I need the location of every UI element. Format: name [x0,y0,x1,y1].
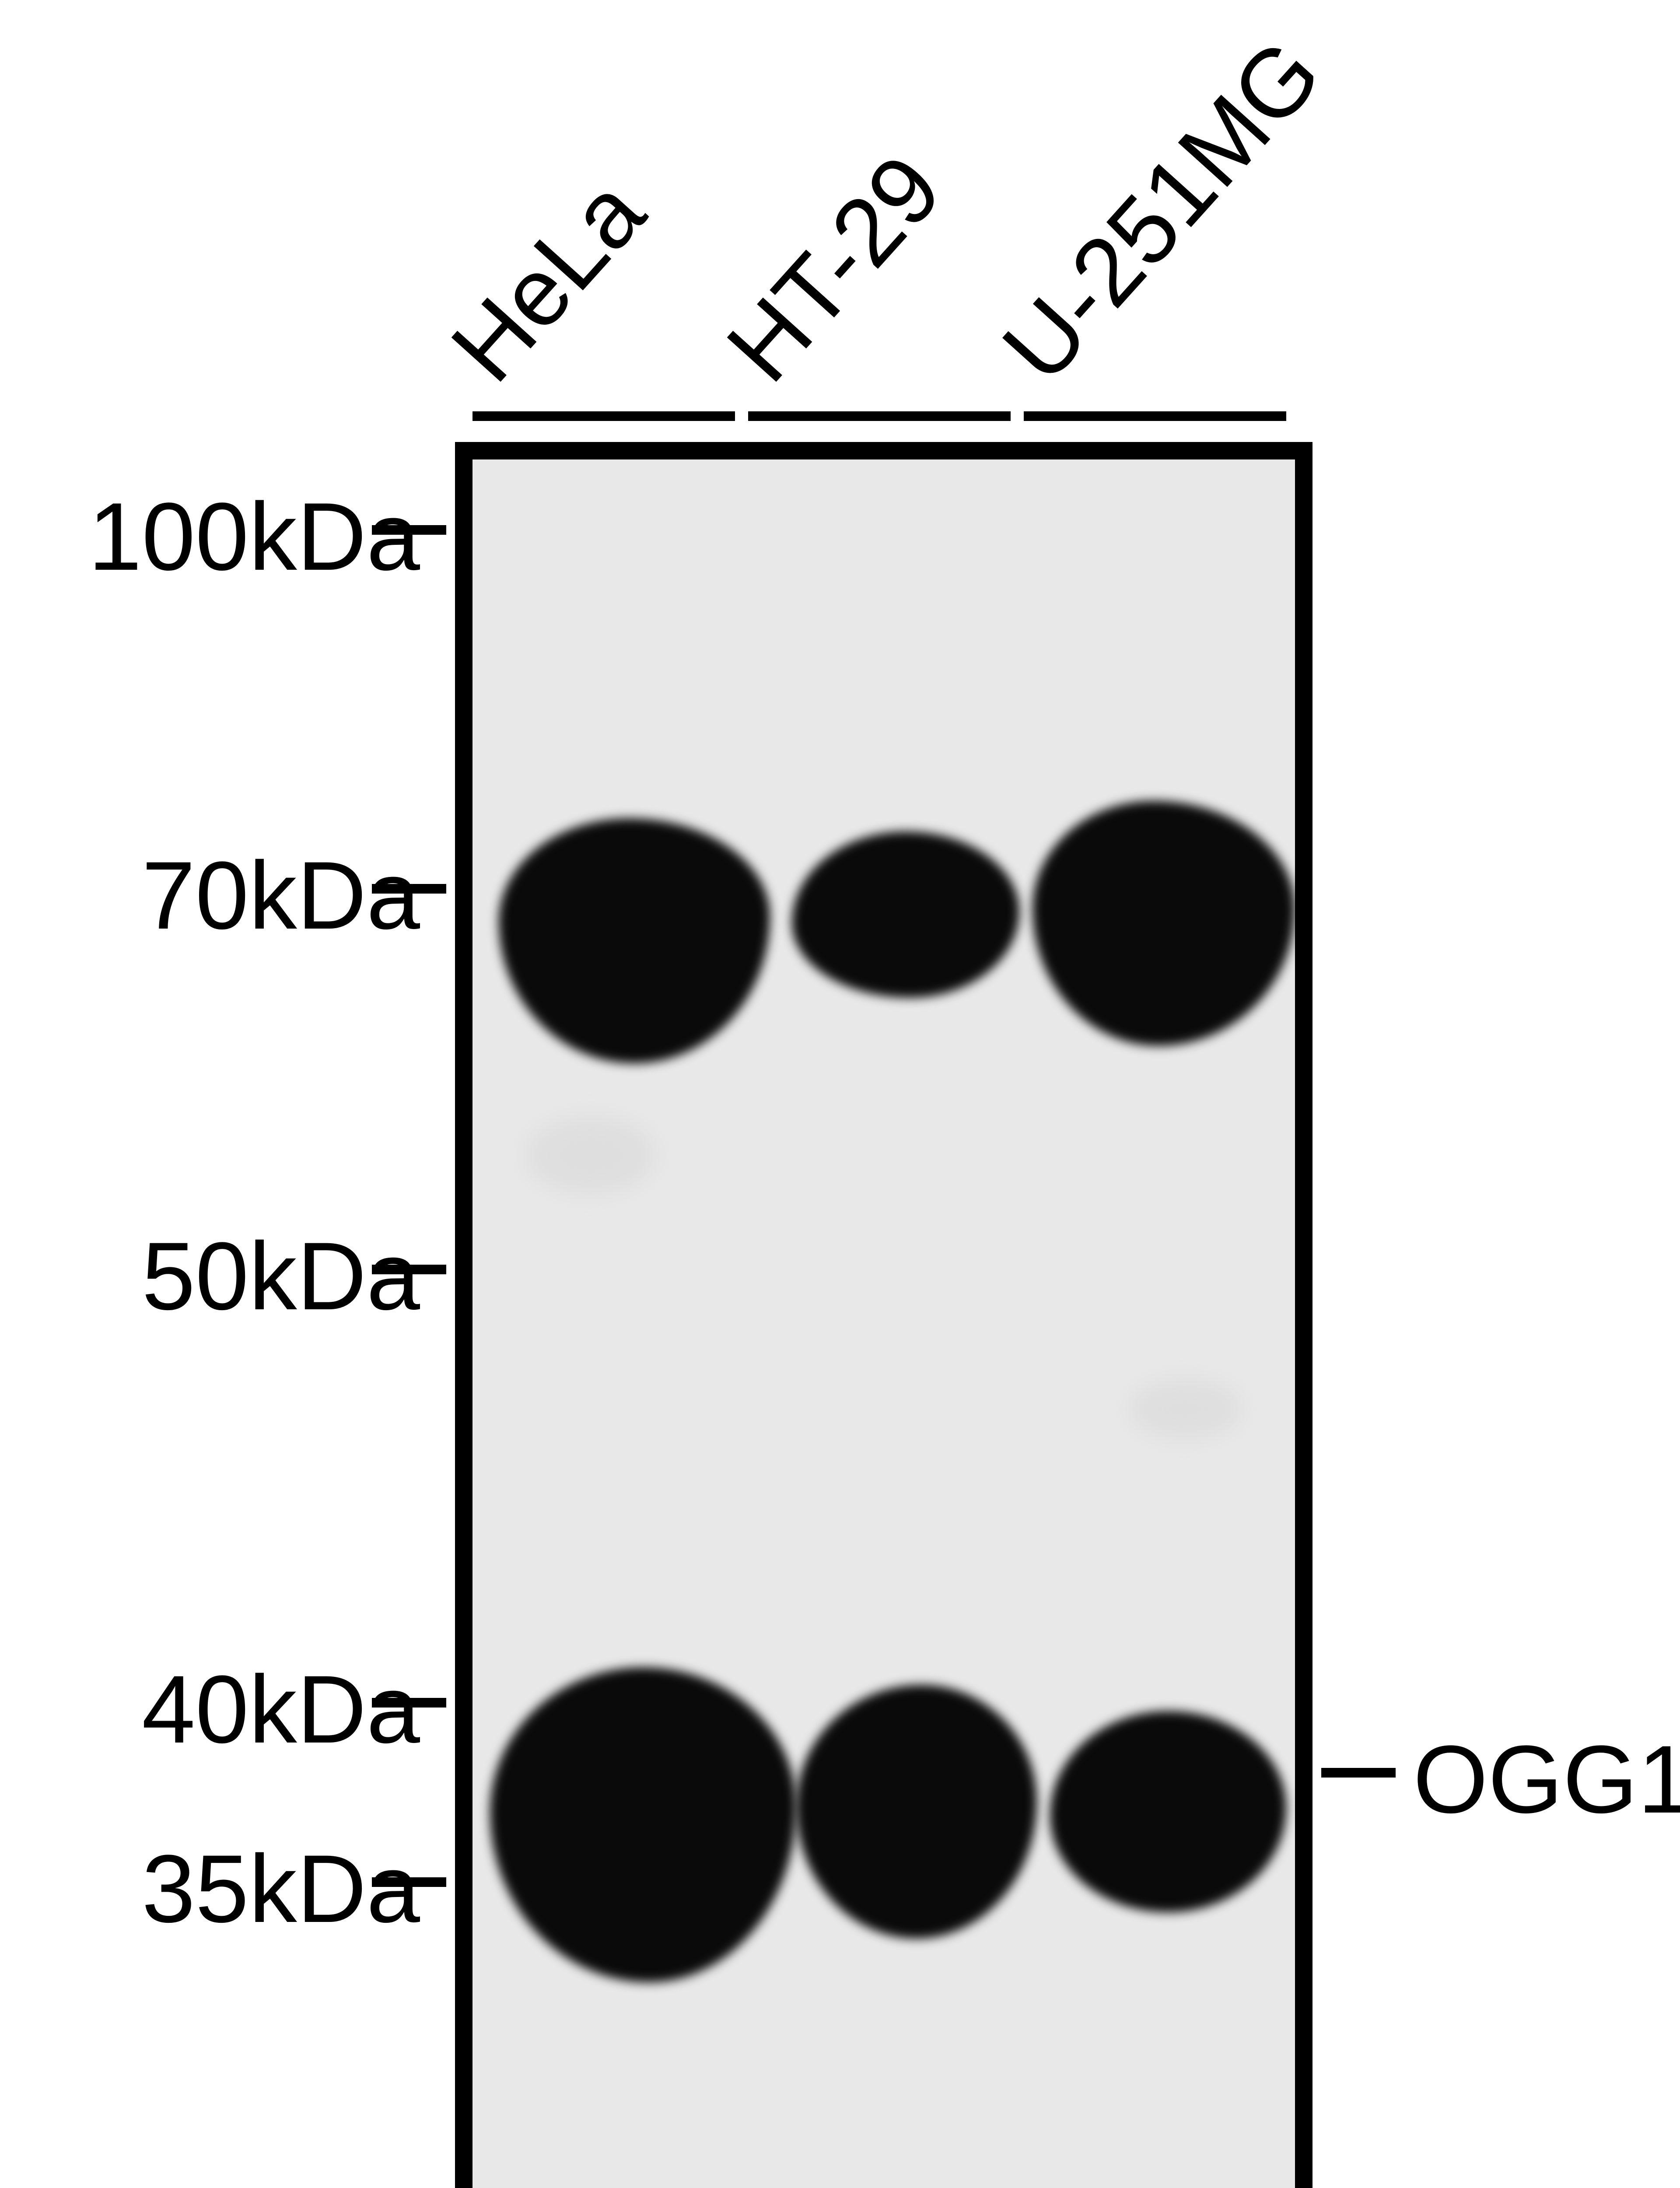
marker-tick-35kda [372,1877,446,1887]
lane-underline-3 [1024,411,1286,421]
marker-50kda: 50kDa [142,1221,420,1332]
membrane-bg [472,459,1295,2188]
lane-labels: HeLa HT-29 U-251MG [459,0,1312,394]
band-70kda-lane3 [1032,801,1295,1046]
marker-tick-50kda [372,1265,446,1274]
lane-underline-2 [748,411,1011,421]
lane-underline-1 [472,411,735,421]
marker-tick-40kda [372,1698,446,1708]
noise-smudge [525,1116,656,1195]
western-blot-figure: HeLa HT-29 U-251MG 100kDa 70kDa 50kDa 40… [0,0,1680,2188]
marker-100kda: 100kDa [88,481,420,592]
marker-35kda: 35kDa [142,1834,420,1944]
lane-label-1: HeLa [430,158,666,403]
marker-tick-70kda [372,884,446,894]
band-70kda-lane1 [499,818,770,1063]
band-ogg1-lane1 [490,1667,796,1982]
marker-40kda: 40kDa [142,1654,420,1765]
target-label: OGG1 [1413,1724,1680,1835]
band-ogg1-lane2 [796,1685,1037,1939]
marker-70kda: 70kDa [142,840,420,951]
band-70kda-lane2 [792,831,1019,998]
noise-smudge [1129,1378,1242,1440]
marker-tick-100kda [372,525,446,535]
lane-label-2: HT-29 [705,133,963,403]
target-tick [1321,1768,1396,1778]
blot-membrane [455,442,1312,2188]
lane-label-3: U-251MG [981,18,1342,403]
band-ogg1-lane3 [1050,1711,1286,1912]
